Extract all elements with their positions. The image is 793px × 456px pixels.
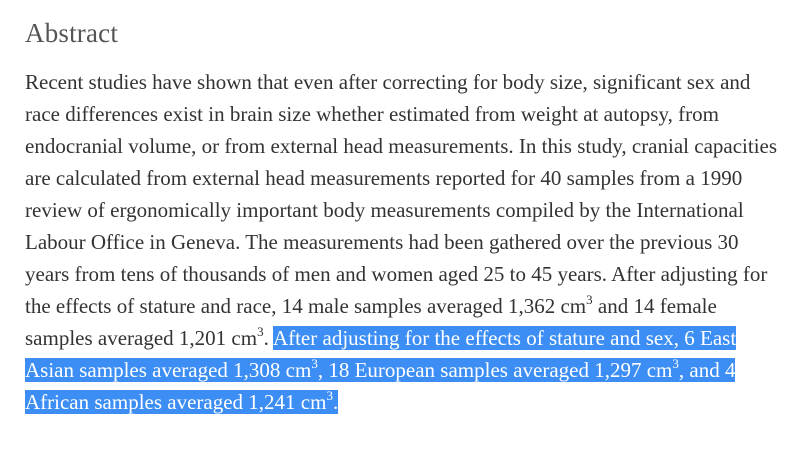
selected-text-european: , 18 European samples averaged 1,297 cm	[317, 358, 673, 382]
abstract-heading: Abstract	[25, 18, 119, 48]
superscript-cubed: 3	[311, 356, 318, 371]
selected-text-african: , and 4 African samples averaged 1,241 c…	[25, 358, 736, 414]
superscript-cubed: 3	[326, 388, 333, 403]
abstract-text-female-samples: and 14 female samples averaged 1,201 cm	[25, 294, 717, 350]
abstract-paragraph[interactable]: Recent studies have shown that even afte…	[25, 66, 785, 418]
superscript-cubed: 3	[257, 324, 264, 339]
abstract-text-start: Recent studies have shown that even afte…	[25, 70, 778, 318]
abstract-text-period: .	[263, 326, 273, 350]
selected-text-east-asian: After adjusting for the effects of statu…	[25, 326, 737, 382]
superscript-cubed: 3	[672, 356, 679, 371]
selected-text-end: .	[332, 390, 339, 414]
superscript-cubed: 3	[586, 292, 593, 307]
